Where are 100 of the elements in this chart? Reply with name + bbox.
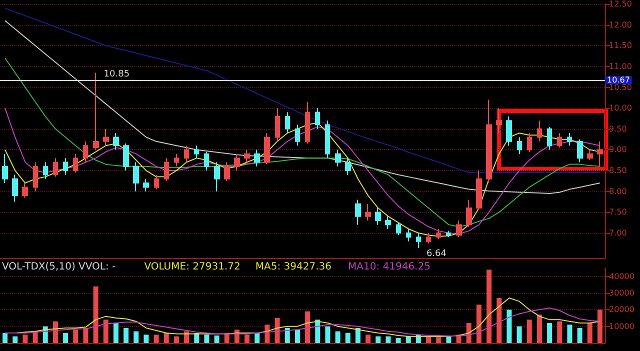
candlestick — [506, 116, 512, 146]
bar — [12, 336, 18, 343]
candlestick — [123, 142, 129, 172]
y-tick-label: 8.00 — [609, 186, 627, 196]
bar — [154, 334, 159, 343]
bar — [22, 334, 28, 343]
candlestick — [547, 126, 552, 150]
candlestick — [426, 232, 431, 244]
y-tick-label: 10.00 — [609, 104, 632, 113]
candlestick — [557, 132, 562, 148]
bar — [305, 311, 310, 343]
candlestick — [113, 132, 119, 150]
bar — [315, 320, 320, 343]
bar — [426, 336, 432, 343]
candlestick — [12, 174, 18, 202]
candlestick — [275, 108, 280, 142]
bar — [93, 286, 98, 343]
candlestick — [143, 178, 149, 192]
bar — [294, 330, 300, 343]
annotation: 10.85 — [104, 70, 130, 80]
bar — [557, 321, 562, 343]
bar — [244, 334, 250, 343]
bar — [436, 337, 442, 343]
candlestick — [244, 149, 250, 163]
candlestick — [43, 162, 48, 180]
candlestick — [73, 153, 78, 174]
y-tick-label: 30000 — [609, 288, 634, 298]
annotation: VOLUME: 27931.72 — [144, 262, 240, 272]
annotation: 6.64 — [426, 249, 447, 260]
candlestick — [22, 182, 28, 198]
bar — [254, 333, 260, 343]
bar — [486, 270, 492, 343]
bar — [476, 304, 482, 343]
bar — [506, 310, 512, 343]
candlestick — [174, 153, 179, 167]
candlestick — [164, 158, 169, 182]
y-tick-label: 9.00 — [609, 145, 627, 154]
candlestick — [517, 136, 522, 154]
bar — [547, 323, 552, 343]
candlestick — [527, 132, 532, 152]
bar — [526, 320, 532, 343]
bar — [406, 336, 411, 343]
candlestick — [305, 101, 310, 144]
y-tick-label: 10.50 — [609, 82, 632, 92]
bar — [194, 333, 200, 343]
bar — [325, 326, 330, 343]
ref-line-label: 10.67 — [607, 76, 630, 85]
candlestick — [466, 199, 472, 228]
bar — [52, 321, 58, 343]
candlestick — [83, 140, 88, 163]
candlestick — [33, 162, 38, 192]
bar — [124, 328, 129, 343]
candlestick — [406, 228, 411, 242]
candlestick — [355, 199, 361, 226]
candlestick — [264, 132, 270, 165]
candlestick — [285, 112, 290, 134]
bar — [386, 336, 391, 343]
bar — [103, 320, 108, 343]
bar — [164, 333, 169, 343]
candlestick — [224, 162, 230, 182]
bar — [174, 336, 179, 343]
candlestick — [587, 149, 593, 161]
candlestick — [234, 153, 240, 172]
candlestick — [2, 153, 8, 184]
candlestick — [476, 170, 482, 211]
candlestick — [204, 151, 209, 172]
bar — [355, 328, 360, 343]
y-tick-label: 11.00 — [609, 62, 632, 71]
candlestick — [325, 120, 330, 159]
y-tick-label: 11.50 — [609, 41, 632, 50]
candlestick — [365, 203, 371, 222]
bar — [536, 314, 542, 343]
y-tick-label: 7.00 — [609, 228, 627, 238]
bar — [2, 333, 8, 343]
annotation: VOL-TDX(5,10) VVOL: - — [2, 262, 116, 272]
candlestick — [335, 149, 341, 167]
annotation: MA5: 39427.36 — [255, 262, 332, 272]
candlestick — [63, 158, 68, 176]
candlestick — [214, 162, 220, 192]
candlestick — [496, 108, 502, 134]
candlestick — [537, 120, 542, 142]
candlestick — [385, 216, 391, 230]
candlestick — [345, 158, 351, 176]
bar — [144, 334, 149, 343]
bar — [83, 328, 88, 343]
y-tick-label: 12.50 — [609, 0, 632, 8]
bar — [587, 323, 592, 343]
bar — [335, 331, 340, 343]
bar — [496, 298, 502, 343]
y-tick-label: 8.50 — [609, 166, 627, 176]
candlestick — [133, 162, 139, 192]
candlestick — [184, 145, 189, 163]
bar — [376, 336, 381, 343]
bar — [274, 318, 280, 343]
y-tick-label: 20000 — [609, 305, 634, 314]
candlestick — [93, 72, 99, 150]
candlestick — [315, 108, 320, 130]
bar — [63, 333, 68, 343]
y-tick-label: 10000 — [609, 322, 634, 331]
bar — [113, 323, 118, 343]
